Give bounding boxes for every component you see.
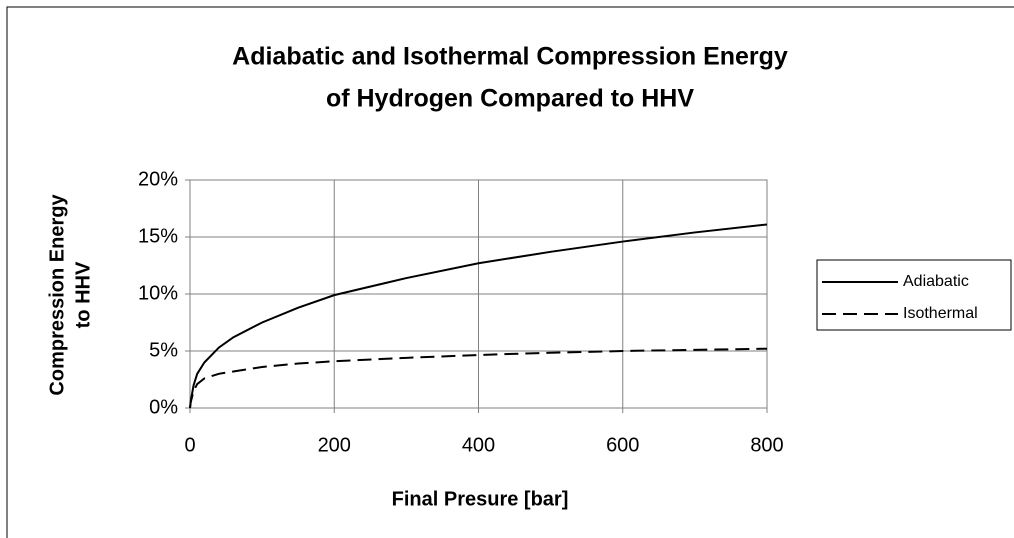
- chart-title: of Hydrogen Compared to HHV: [326, 85, 694, 113]
- x-tick-label: 400: [462, 434, 495, 456]
- plot-border: [189, 179, 768, 409]
- y-tick-label: 10%: [138, 282, 178, 304]
- legend-label: Isothermal: [903, 305, 978, 322]
- x-axis-label: Final Presure [bar]: [392, 488, 569, 510]
- y-axis-label: Compression Energy: [46, 194, 68, 396]
- y-tick-label: 0%: [149, 396, 178, 418]
- series-line: [189, 347, 768, 409]
- x-tick-label: 600: [606, 434, 639, 456]
- y-tick-label: 20%: [138, 168, 178, 190]
- x-tick-label: 800: [750, 434, 783, 456]
- series-line: [189, 223, 768, 409]
- y-tick-label: 15%: [138, 225, 178, 247]
- y-axis-label: to HHV: [72, 261, 94, 328]
- y-tick-label: 5%: [149, 339, 178, 361]
- x-tick-label: 200: [318, 434, 351, 456]
- legend-label: Adiabatic: [903, 273, 969, 290]
- x-tick-label: 0: [184, 434, 195, 456]
- chart-title: Adiabatic and Isothermal Compression Ene…: [232, 43, 788, 71]
- legend-box: [816, 259, 1012, 331]
- chart-frame: [6, 6, 1014, 538]
